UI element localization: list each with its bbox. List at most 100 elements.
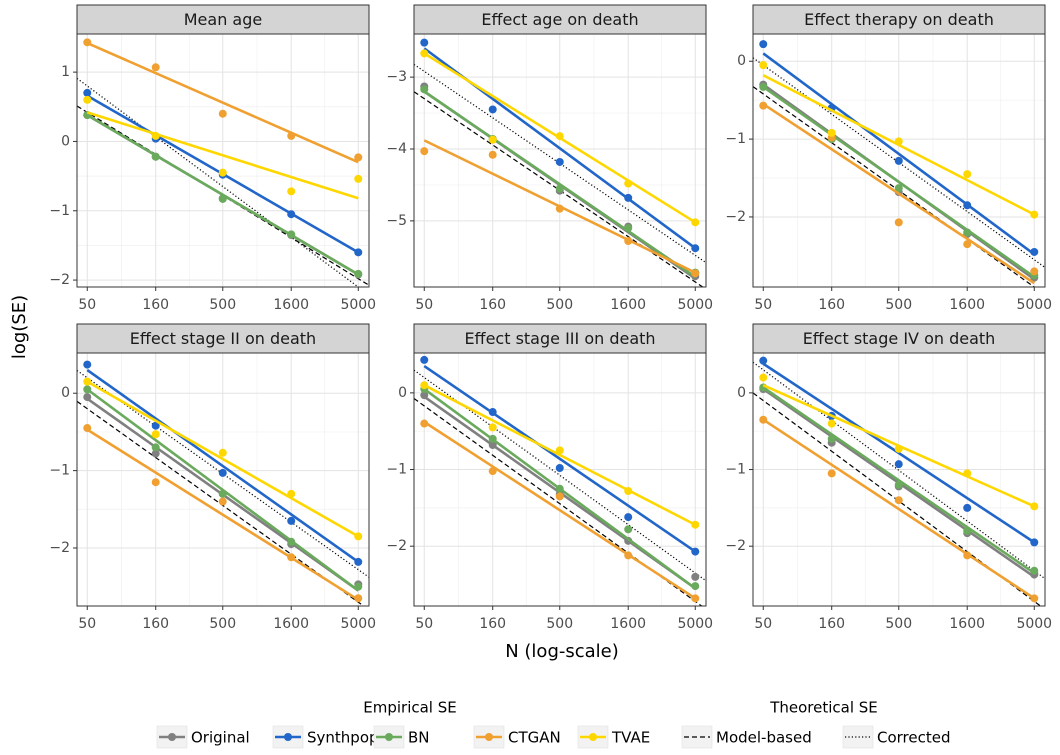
panel-strip	[752, 4, 1046, 35]
x-tick-label: 500	[546, 297, 573, 313]
point-ctgan	[555, 204, 564, 213]
point-synthpop	[624, 193, 633, 202]
corrected-line	[77, 77, 360, 287]
point-synthpop	[759, 356, 768, 365]
point-bn	[218, 489, 227, 498]
point-synthpop	[354, 248, 363, 257]
point-tvae	[287, 489, 296, 498]
point-bn	[287, 230, 296, 239]
y-tick-label: −1	[49, 203, 70, 219]
point-bn	[151, 443, 160, 452]
panel-title: Effect stage III on death	[464, 329, 655, 348]
point-ctgan	[827, 469, 836, 478]
y-tick-label: −1	[725, 462, 746, 478]
point-synthpop	[218, 468, 227, 477]
point-tvae	[963, 469, 972, 478]
x-axis-title: N (log-scale)	[505, 641, 619, 662]
fit-line-synthpop	[423, 364, 697, 553]
point-ctgan	[354, 594, 363, 603]
legend-item-model-based: Model-based	[681, 725, 812, 749]
panel-data	[77, 360, 369, 606]
corrected-line	[753, 57, 1045, 268]
panel-effect-stage-iii-on-death: Effect stage III on death −2 −1 0 50 160 500 16…	[386, 323, 713, 632]
point-ctgan	[151, 478, 160, 487]
y-tick-label: −1	[49, 463, 70, 479]
fit-line-synthpop	[762, 362, 1035, 544]
point-synthpop	[488, 105, 497, 114]
x-tick-label: 160	[818, 616, 845, 632]
x-tick-label: 500	[546, 616, 573, 632]
x-tick-label: 160	[142, 297, 169, 313]
panel-effect-age-on-death: Effect age on death −5 −4 −3 50 160 500 1600 500…	[386, 4, 713, 313]
x-tick-label: 50	[78, 297, 96, 313]
point-tvae	[759, 373, 768, 382]
y-tick-label: 0	[737, 53, 746, 69]
point-tvae	[354, 174, 363, 183]
point-ctgan	[354, 153, 363, 162]
point-ctgan	[691, 594, 700, 603]
x-tick-label: 160	[479, 297, 506, 313]
point-synthpop	[151, 421, 160, 430]
point-synthpop	[354, 557, 363, 566]
x-tick-label: 5000	[340, 297, 376, 313]
legend-item-tvae: TVAE	[577, 725, 650, 749]
point-ctgan	[488, 467, 497, 476]
x-tick-label: 50	[415, 616, 433, 632]
point-tvae	[488, 135, 497, 144]
legend-label: Model-based	[716, 729, 812, 747]
point-synthpop	[894, 156, 903, 165]
y-tick-label: 0	[61, 385, 70, 401]
point-synthpop	[83, 360, 92, 369]
point-tvae	[354, 532, 363, 541]
point-tvae	[759, 61, 768, 70]
point-bn	[894, 184, 903, 193]
point-tvae	[691, 218, 700, 227]
fit-line-synthpop	[86, 368, 360, 563]
panel-data	[414, 38, 706, 287]
point-bn	[624, 525, 633, 534]
fit-line-ctgan	[423, 420, 696, 600]
y-tick-label: −2	[49, 540, 70, 556]
x-tick-label: 1600	[273, 616, 309, 632]
point-original	[83, 393, 92, 402]
point-ctgan	[218, 497, 227, 506]
point-tvae	[1030, 210, 1039, 219]
point-ctgan	[624, 237, 633, 245]
legend-label: BN	[408, 729, 430, 747]
legend-key-point	[485, 733, 493, 741]
x-tick-label: 5000	[1016, 297, 1052, 313]
panel-data	[753, 356, 1045, 606]
point-synthpop	[624, 513, 633, 522]
legend-item-synthpop: Synthpop	[272, 725, 379, 749]
point-tvae	[963, 170, 972, 179]
panel-strip	[76, 4, 370, 35]
point-tvae	[218, 448, 227, 457]
panel-strip	[76, 323, 370, 354]
point-original	[691, 572, 700, 581]
point-ctgan	[759, 101, 768, 110]
legend-key-point	[589, 733, 597, 741]
y-tick-label: 0	[61, 133, 70, 149]
x-tick-label: 5000	[677, 616, 713, 632]
point-synthpop	[488, 408, 497, 417]
point-ctgan	[83, 38, 92, 47]
fit-line-bn	[86, 113, 359, 276]
point-tvae	[624, 179, 633, 188]
panel-strip	[413, 323, 707, 354]
point-tvae	[827, 419, 836, 428]
point-ctgan	[759, 415, 768, 424]
point-tvae	[894, 444, 903, 453]
point-ctgan	[151, 63, 160, 72]
point-ctgan	[624, 551, 633, 560]
fit-line-tvae	[86, 111, 359, 200]
point-tvae	[151, 131, 160, 140]
point-bn	[287, 537, 296, 546]
x-tick-label: 1600	[610, 297, 646, 313]
point-synthpop	[555, 157, 564, 166]
point-bn	[963, 526, 972, 535]
legend-item-ctgan: CTGAN	[473, 725, 561, 749]
point-ctgan	[420, 147, 429, 156]
point-ctgan	[488, 150, 497, 159]
y-tick-label: −3	[386, 69, 407, 85]
